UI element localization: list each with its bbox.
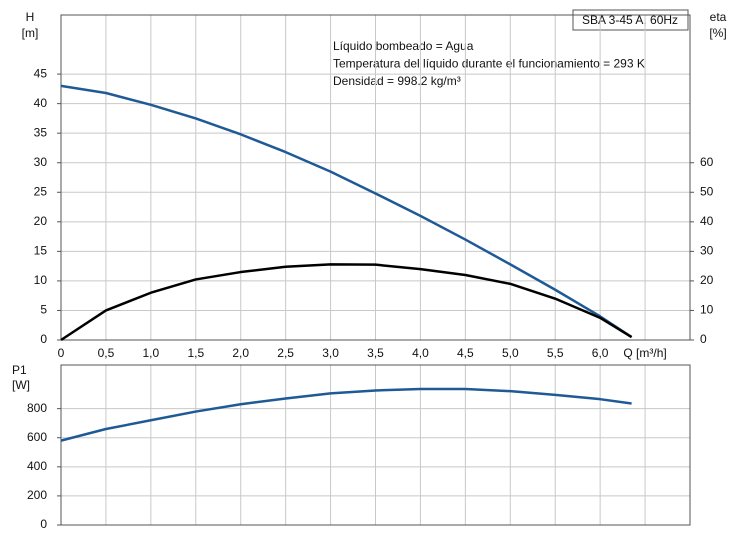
x-tick-label: 0,5 bbox=[98, 346, 115, 360]
x-tick-label: 5,0 bbox=[502, 346, 519, 360]
series-line bbox=[60, 387, 632, 442]
y-tick-label: 5 bbox=[40, 303, 47, 317]
x-tick-label: 5,5 bbox=[547, 346, 564, 360]
x-tick-label: 0 bbox=[58, 346, 65, 360]
annotation: Densidad = 998.2 kg/m³ bbox=[333, 74, 461, 88]
plot-frame bbox=[60, 14, 691, 341]
y-axis-unit: [W] bbox=[12, 378, 30, 392]
y2-tick-label: 60 bbox=[700, 155, 714, 169]
x-tick-label: Q [m³/h] bbox=[623, 346, 666, 360]
series-line bbox=[60, 263, 633, 342]
y-tick-label: 15 bbox=[34, 244, 48, 258]
x-tick-label: 4,5 bbox=[457, 346, 474, 360]
y-tick-label: 0 bbox=[40, 332, 47, 346]
y-tick-label: 20 bbox=[34, 214, 48, 228]
y2-tick-label: 0 bbox=[700, 332, 707, 346]
y-tick-label: 45 bbox=[34, 66, 48, 80]
y-tick-label: 200 bbox=[27, 488, 47, 502]
y-tick-label: 400 bbox=[27, 459, 47, 473]
x-tick-label: 3,0 bbox=[322, 346, 339, 360]
x-tick-label: 4,0 bbox=[412, 346, 429, 360]
y-tick-label: 800 bbox=[27, 401, 47, 415]
y2-tick-label: 40 bbox=[700, 214, 714, 228]
y-tick-label: 600 bbox=[27, 430, 47, 444]
y2-axis-label: eta bbox=[710, 10, 727, 24]
x-tick-label: 6,0 bbox=[592, 346, 609, 360]
x-tick-label: 3,5 bbox=[367, 346, 384, 360]
y-tick-label: 10 bbox=[34, 273, 48, 287]
x-tick-label: 1,0 bbox=[143, 346, 160, 360]
annotation: Temperatura del líquido durante el funci… bbox=[333, 57, 645, 71]
y2-tick-label: 10 bbox=[700, 303, 714, 317]
y2-tick-label: 20 bbox=[700, 273, 714, 287]
y-tick-label: 25 bbox=[34, 184, 48, 198]
y2-tick-label: 30 bbox=[700, 244, 714, 258]
x-tick-label: 2,0 bbox=[232, 346, 249, 360]
y-tick-label: 0 bbox=[40, 517, 47, 531]
plot-frame bbox=[60, 364, 691, 526]
chart-title: SBA 3-45 A, 60Hz bbox=[582, 13, 678, 27]
x-tick-label: 1,5 bbox=[187, 346, 204, 360]
y2-axis-unit: [%] bbox=[709, 26, 726, 40]
y-axis-label: P1 bbox=[12, 363, 27, 377]
y-tick-label: 40 bbox=[34, 96, 48, 110]
y-tick-label: 35 bbox=[34, 125, 48, 139]
y-axis-label: H bbox=[26, 10, 35, 24]
y2-tick-label: 50 bbox=[700, 184, 714, 198]
y-axis-unit: [m] bbox=[22, 26, 39, 40]
x-tick-label: 2,5 bbox=[277, 346, 294, 360]
series-line bbox=[60, 84, 633, 339]
y-tick-label: 30 bbox=[34, 155, 48, 169]
annotation: Líquido bombeado = Agua bbox=[333, 39, 474, 53]
